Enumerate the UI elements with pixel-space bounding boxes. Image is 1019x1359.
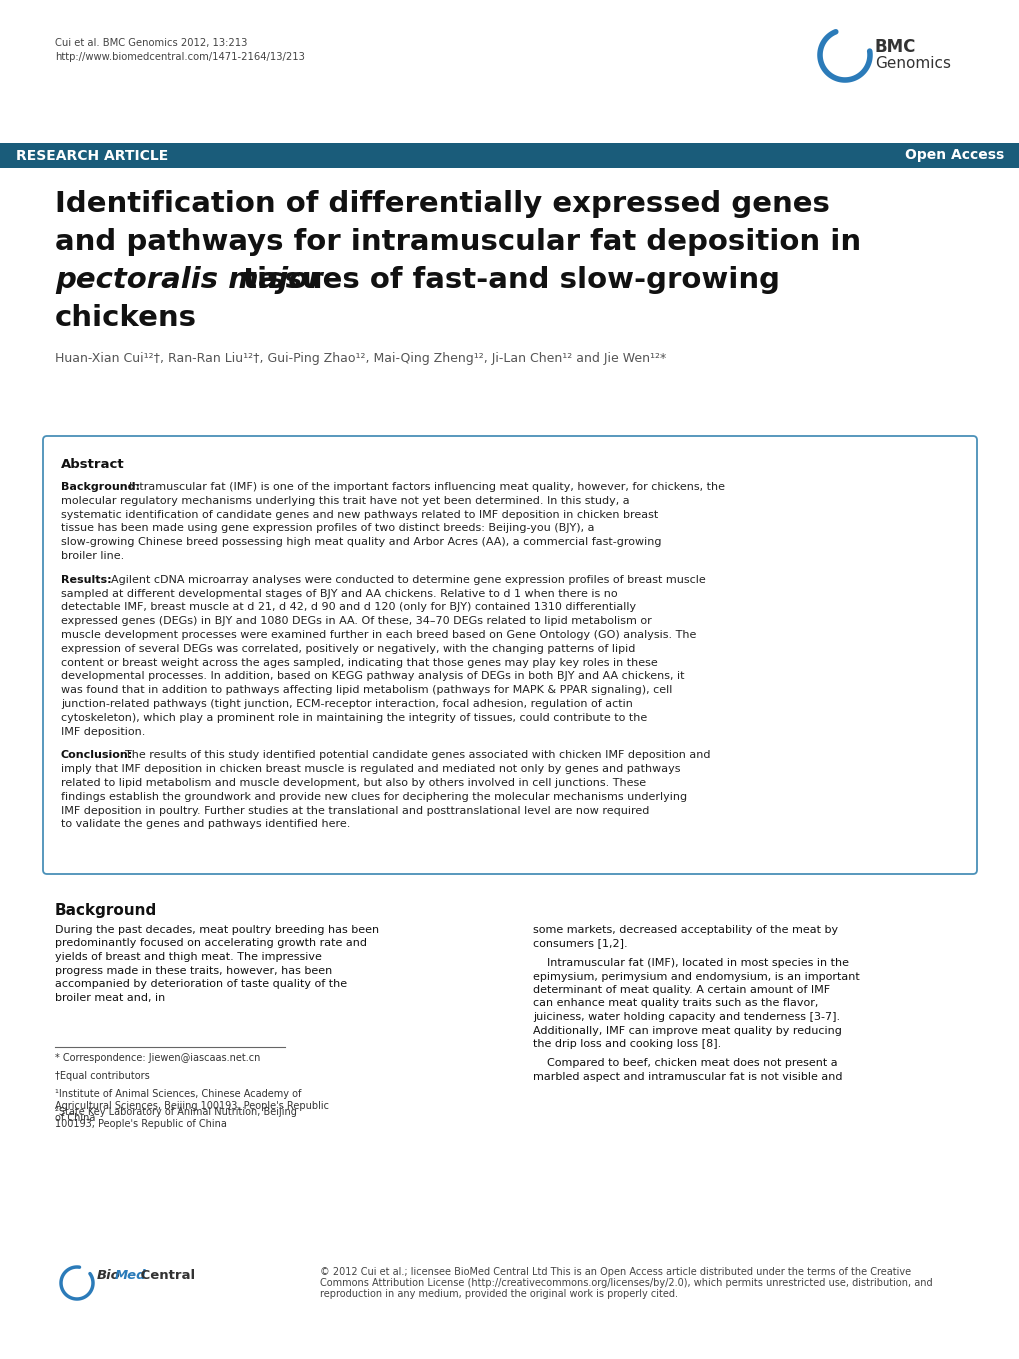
Text: slow-growing Chinese breed possessing high meat quality and Arbor Acres (AA), a : slow-growing Chinese breed possessing hi…	[61, 537, 661, 548]
Text: © 2012 Cui et al.; licensee BioMed Central Ltd This is an Open Access article di: © 2012 Cui et al.; licensee BioMed Centr…	[320, 1267, 910, 1277]
Text: Intramuscular fat (IMF), located in most species in the: Intramuscular fat (IMF), located in most…	[546, 958, 848, 968]
Text: consumers [1,2].: consumers [1,2].	[533, 939, 627, 949]
Text: Genomics: Genomics	[874, 56, 950, 71]
Text: Additionally, IMF can improve meat quality by reducing: Additionally, IMF can improve meat quali…	[533, 1026, 841, 1036]
Text: Compared to beef, chicken meat does not present a: Compared to beef, chicken meat does not …	[546, 1059, 837, 1068]
FancyBboxPatch shape	[43, 436, 976, 874]
Text: Huan-Xian Cui¹²†, Ran-Ran Liu¹²†, Gui-Ping Zhao¹², Mai-Qing Zheng¹², Ji-Lan Chen: Huan-Xian Cui¹²†, Ran-Ran Liu¹²†, Gui-Pi…	[55, 352, 665, 366]
Text: tissues of fast-and slow-growing: tissues of fast-and slow-growing	[232, 266, 780, 294]
Bar	[0, 143, 1019, 169]
Text: chickens: chickens	[55, 304, 197, 332]
Text: broiler meat and, in: broiler meat and, in	[55, 992, 165, 1003]
Text: muscle development processes were examined further in each breed based on Gene O: muscle development processes were examin…	[61, 631, 696, 640]
Text: determinant of meat quality. A certain amount of IMF: determinant of meat quality. A certain a…	[533, 985, 829, 995]
Text: * Correspondence: Jiewen@iascaas.net.cn: * Correspondence: Jiewen@iascaas.net.cn	[55, 1053, 260, 1063]
Text: Agilent cDNA microarray analyses were conducted to determine gene expression pro: Agilent cDNA microarray analyses were co…	[111, 575, 705, 584]
Text: sampled at different developmental stages of BJY and AA chickens. Relative to d : sampled at different developmental stage…	[61, 588, 618, 598]
Text: ²State Key Laboratory of Animal Nutrition, Beijing: ²State Key Laboratory of Animal Nutritio…	[55, 1108, 297, 1117]
Text: Agricultural Sciences, Beijing 100193, People's Republic: Agricultural Sciences, Beijing 100193, P…	[55, 1101, 329, 1112]
Text: Intramuscular fat (IMF) is one of the important factors influencing meat quality: Intramuscular fat (IMF) is one of the im…	[128, 482, 725, 492]
Text: broiler line.: broiler line.	[61, 550, 124, 561]
Text: Open Access: Open Access	[904, 148, 1003, 163]
Text: The results of this study identified potential candidate genes associated with c: The results of this study identified pot…	[125, 750, 710, 761]
Text: juiciness, water holding capacity and tenderness [3-7].: juiciness, water holding capacity and te…	[533, 1012, 840, 1022]
Text: molecular regulatory mechanisms underlying this trait have not yet been determin: molecular regulatory mechanisms underlyi…	[61, 496, 629, 506]
Text: IMF deposition.: IMF deposition.	[61, 727, 146, 737]
Text: reproduction in any medium, provided the original work is properly cited.: reproduction in any medium, provided the…	[320, 1288, 678, 1299]
Text: was found that in addition to pathways affecting lipid metabolism (pathways for : was found that in addition to pathways a…	[61, 685, 672, 696]
Text: some markets, decreased acceptability of the meat by: some markets, decreased acceptability of…	[533, 925, 838, 935]
Text: and pathways for intramuscular fat deposition in: and pathways for intramuscular fat depos…	[55, 228, 860, 255]
Text: of China: of China	[55, 1113, 96, 1123]
Text: BMC: BMC	[874, 38, 915, 56]
Text: cytoskeleton), which play a prominent role in maintaining the integrity of tissu: cytoskeleton), which play a prominent ro…	[61, 713, 647, 723]
Text: the drip loss and cooking loss [8].: the drip loss and cooking loss [8].	[533, 1040, 720, 1049]
Text: developmental processes. In addition, based on KEGG pathway analysis of DEGs in : developmental processes. In addition, ba…	[61, 671, 684, 681]
Text: Identification of differentially expressed genes: Identification of differentially express…	[55, 190, 829, 217]
Text: Abstract: Abstract	[61, 458, 124, 472]
Text: pectoralis major: pectoralis major	[55, 266, 322, 294]
Text: Central: Central	[136, 1269, 195, 1282]
Text: yields of breast and thigh meat. The impressive: yields of breast and thigh meat. The imp…	[55, 953, 322, 962]
Text: Med: Med	[115, 1269, 147, 1282]
Text: accompanied by deterioration of taste quality of the: accompanied by deterioration of taste qu…	[55, 978, 346, 989]
Text: Bio: Bio	[97, 1269, 120, 1282]
Text: imply that IMF deposition in chicken breast muscle is regulated and mediated not: imply that IMF deposition in chicken bre…	[61, 764, 680, 775]
Text: related to lipid metabolism and muscle development, but also by others involved : related to lipid metabolism and muscle d…	[61, 777, 645, 788]
Text: content or breast weight across the ages sampled, indicating that those genes ma: content or breast weight across the ages…	[61, 658, 657, 667]
Text: Conclusion:: Conclusion:	[61, 750, 133, 761]
Text: IMF deposition in poultry. Further studies at the translational and posttranslat: IMF deposition in poultry. Further studi…	[61, 806, 649, 815]
Text: systematic identification of candidate genes and new pathways related to IMF dep: systematic identification of candidate g…	[61, 510, 657, 519]
Text: Background:: Background:	[61, 482, 140, 492]
Text: http://www.biomedcentral.com/1471-2164/13/213: http://www.biomedcentral.com/1471-2164/1…	[55, 52, 305, 63]
Text: epimysium, perimysium and endomysium, is an important: epimysium, perimysium and endomysium, is…	[533, 972, 859, 981]
Text: findings establish the groundwork and provide new clues for deciphering the mole: findings establish the groundwork and pr…	[61, 792, 687, 802]
Text: Results:: Results:	[61, 575, 111, 584]
Text: detectable IMF, breast muscle at d 21, d 42, d 90 and d 120 (only for BJY) conta: detectable IMF, breast muscle at d 21, d…	[61, 602, 636, 613]
Text: marbled aspect and intramuscular fat is not visible and: marbled aspect and intramuscular fat is …	[533, 1072, 842, 1082]
Text: 100193, People's Republic of China: 100193, People's Republic of China	[55, 1118, 226, 1129]
Text: tissue has been made using gene expression profiles of two distinct breeds: Beij: tissue has been made using gene expressi…	[61, 523, 594, 533]
Text: Background: Background	[55, 902, 157, 917]
Text: expressed genes (DEGs) in BJY and 1080 DEGs in AA. Of these, 34–70 DEGs related : expressed genes (DEGs) in BJY and 1080 D…	[61, 616, 651, 626]
Text: †Equal contributors: †Equal contributors	[55, 1071, 150, 1080]
Text: junction-related pathways (tight junction, ECM-receptor interaction, focal adhes: junction-related pathways (tight junctio…	[61, 699, 632, 709]
Text: predominantly focused on accelerating growth rate and: predominantly focused on accelerating gr…	[55, 939, 367, 949]
Text: Commons Attribution License (http://creativecommons.org/licenses/by/2.0), which : Commons Attribution License (http://crea…	[320, 1277, 931, 1288]
Text: progress made in these traits, however, has been: progress made in these traits, however, …	[55, 965, 332, 976]
Text: can enhance meat quality traits such as the flavor,: can enhance meat quality traits such as …	[533, 999, 817, 1008]
Text: to validate the genes and pathways identified here.: to validate the genes and pathways ident…	[61, 819, 351, 829]
Text: ¹Institute of Animal Sciences, Chinese Academy of: ¹Institute of Animal Sciences, Chinese A…	[55, 1089, 301, 1099]
Text: Cui et al. BMC Genomics 2012, 13:213: Cui et al. BMC Genomics 2012, 13:213	[55, 38, 248, 48]
Text: expression of several DEGs was correlated, positively or negatively, with the ch: expression of several DEGs was correlate…	[61, 644, 635, 654]
Text: RESEARCH ARTICLE: RESEARCH ARTICLE	[16, 148, 168, 163]
Text: During the past decades, meat poultry breeding has been: During the past decades, meat poultry br…	[55, 925, 379, 935]
